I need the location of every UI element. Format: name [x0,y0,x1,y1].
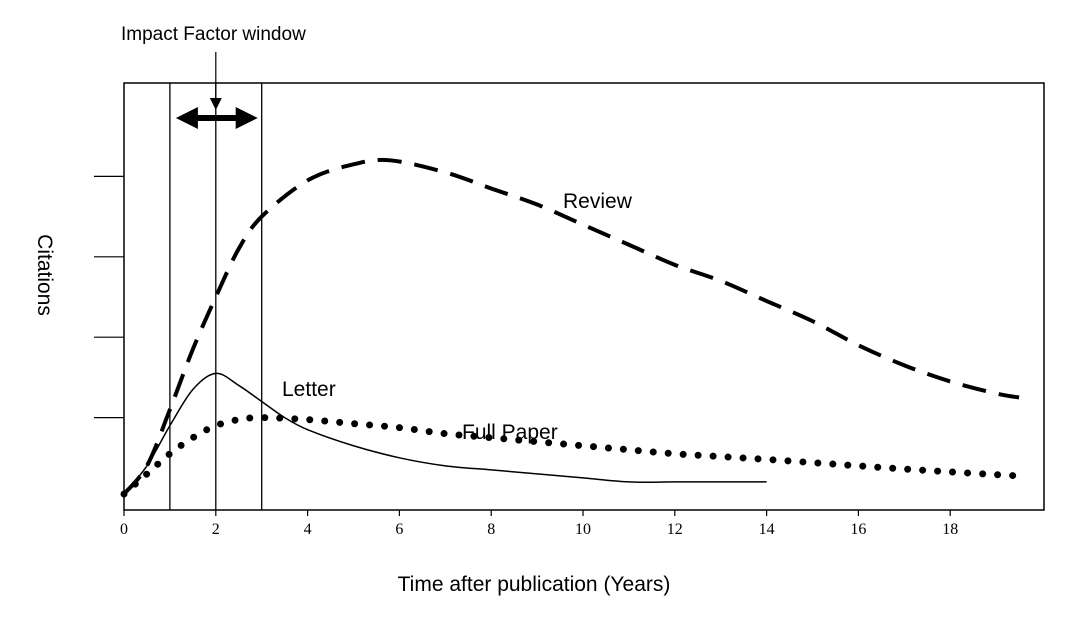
x-tick-label: 2 [212,521,220,538]
window-pointer-arrowhead [209,98,222,110]
y-axis-label: Citations [33,234,56,316]
series-line-review [122,157,1020,496]
y-axis-ticks [94,175,124,419]
series-label-review: Review [563,190,633,213]
impact-factor-window-label: Impact Factor window [121,24,306,45]
x-tick-label: 14 [759,521,775,538]
x-axis-ticks [123,510,951,516]
x-axis-tick-labels: 0 2 4 6 8 10 12 14 16 18 [120,521,958,538]
impact-factor-window-lines [169,83,263,510]
x-tick-label: 12 [667,521,683,538]
x-tick-label: 8 [487,521,495,538]
x-tick-label: 6 [395,521,403,538]
series-label-full-paper: Full Paper [462,421,558,444]
window-arrow-head-left [175,107,198,129]
x-tick-label: 0 [120,521,128,538]
impact-factor-window-arrow [175,107,258,129]
series-line-full-paper [120,414,1023,498]
plot-frame [123,82,1045,511]
x-tick-label: 10 [575,521,591,538]
series-group [120,157,1023,498]
x-axis-label: Time after publication (Years) [398,573,671,596]
x-tick-label: 4 [304,521,312,538]
series-label-letter: Letter [282,378,336,401]
series-line-letter [123,372,767,495]
x-tick-label: 18 [942,521,958,538]
window-arrow-head-right [235,107,258,129]
x-tick-label: 16 [850,521,866,538]
